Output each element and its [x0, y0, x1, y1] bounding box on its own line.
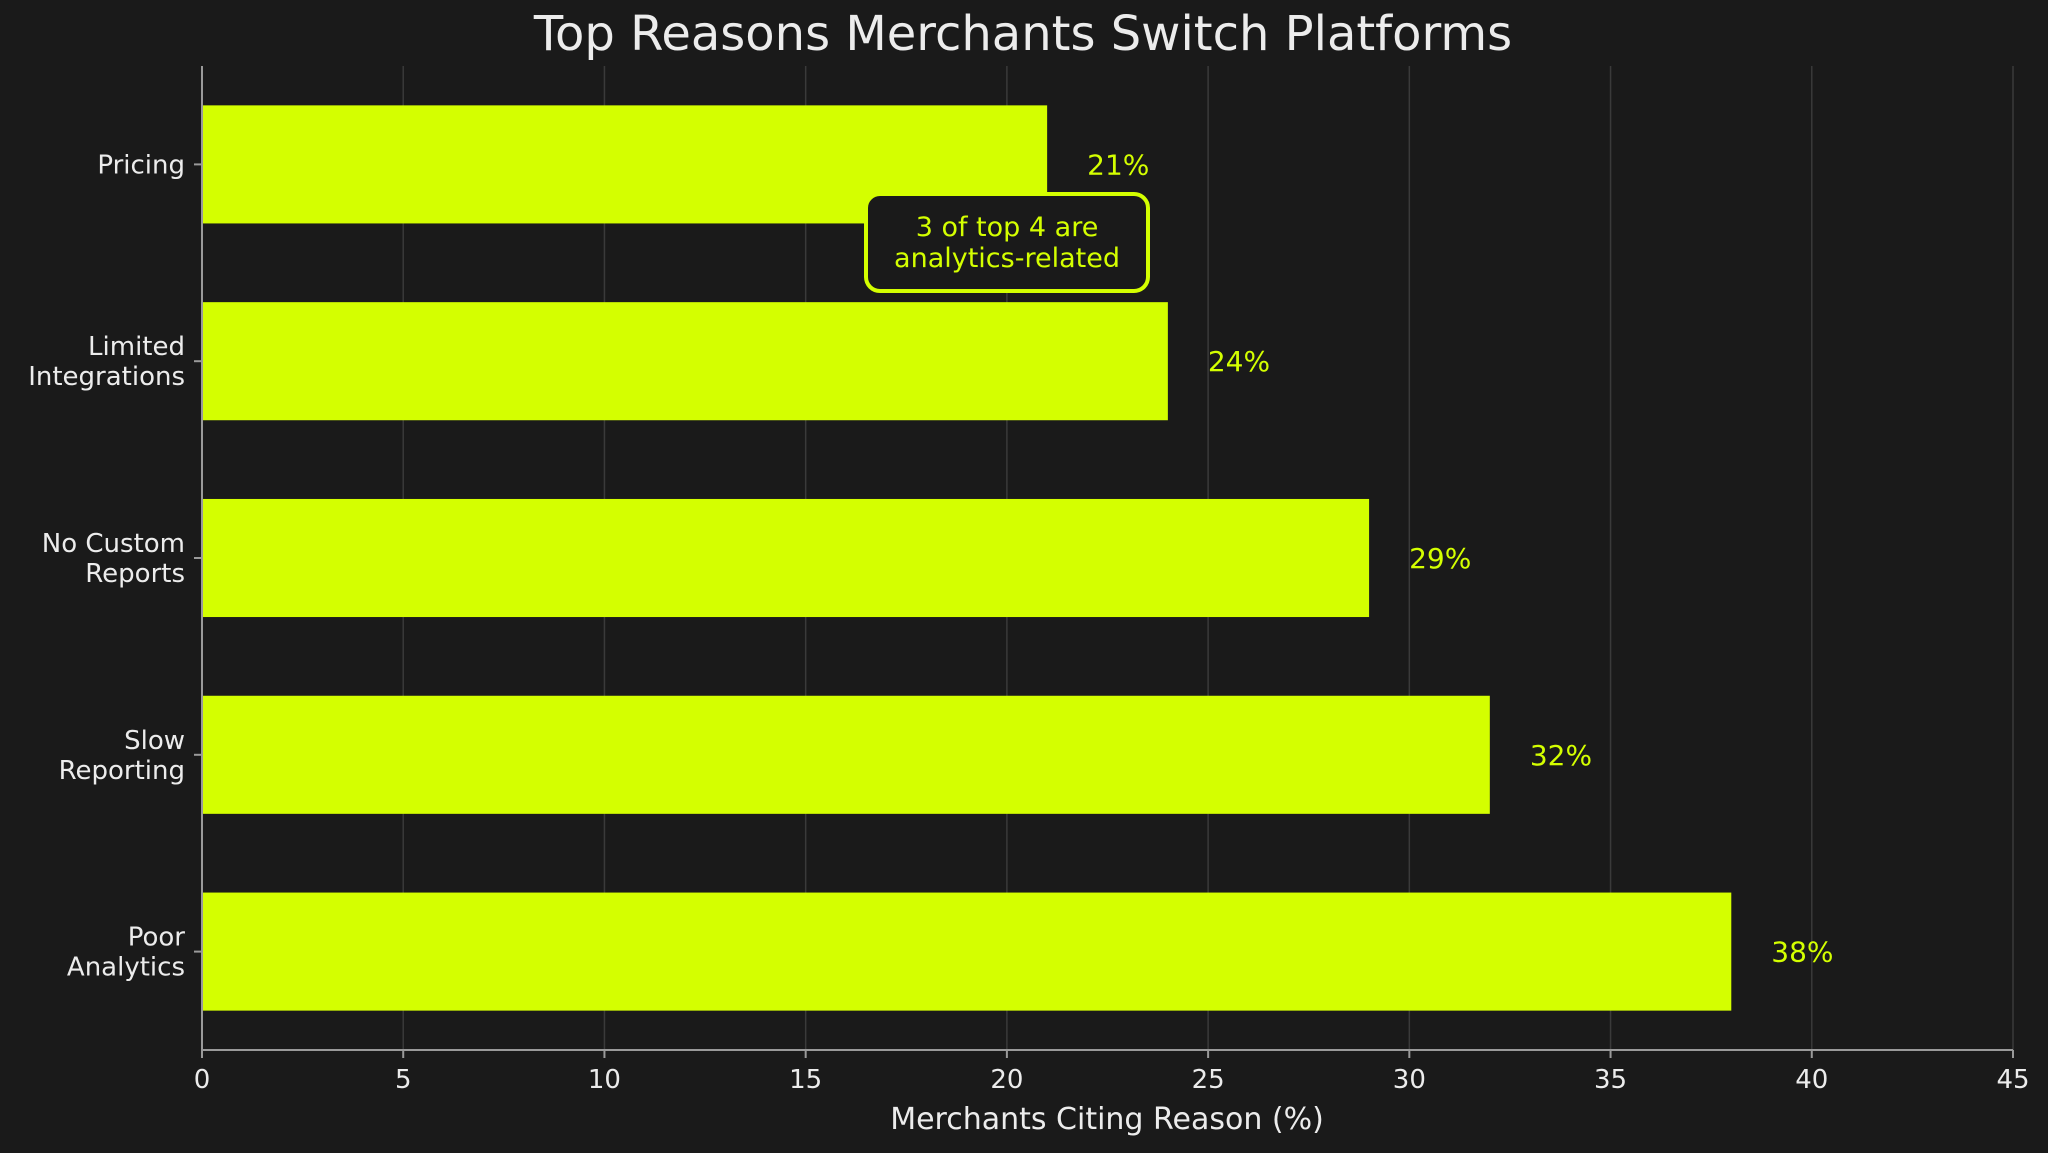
annotation-line-2: analytics-related	[894, 243, 1120, 274]
y-tick-label: Slow	[124, 726, 185, 756]
x-tick-label: 15	[789, 1065, 822, 1095]
y-tick-label: No Custom	[42, 529, 185, 559]
y-tick-label: Poor	[128, 923, 186, 953]
data-label: 24%	[1208, 345, 1270, 378]
y-tick-label: Limited	[88, 332, 185, 362]
data-label: 29%	[1409, 542, 1471, 575]
annotation-line-1: 3 of top 4 are	[916, 212, 1099, 243]
x-tick-label: 45	[1996, 1065, 2029, 1095]
x-tick-label: 10	[588, 1065, 621, 1095]
x-ticks: 0 5 10 15 20 25 30 35 40 45	[194, 1050, 2030, 1095]
data-label: 38%	[1771, 936, 1833, 969]
data-label: 21%	[1087, 148, 1149, 181]
y-tick-label: Analytics	[67, 953, 185, 983]
data-label: 32%	[1530, 739, 1592, 772]
y-tick-label: Reporting	[59, 756, 185, 786]
x-tick-label: 0	[194, 1065, 211, 1095]
bars	[202, 105, 1732, 1011]
x-tick-label: 20	[990, 1065, 1023, 1095]
x-tick-label: 25	[1192, 1065, 1225, 1095]
chart-title: Top Reasons Merchants Switch Platforms	[533, 6, 1512, 62]
x-tick-label: 5	[395, 1065, 412, 1095]
y-tick-label: Integrations	[28, 362, 185, 392]
bar	[202, 498, 1370, 618]
y-tick-label: Reports	[85, 559, 185, 589]
x-axis-label: Merchants Citing Reason (%)	[890, 1102, 1324, 1137]
bar	[202, 695, 1490, 814]
annotation-callout: 3 of top 4 are analytics-related	[864, 192, 1150, 293]
x-tick-label: 40	[1795, 1065, 1828, 1095]
bar	[202, 302, 1168, 421]
x-tick-label: 35	[1594, 1065, 1627, 1095]
bar	[202, 892, 1732, 1011]
y-tick-label: Pricing	[97, 150, 185, 180]
x-tick-label: 30	[1393, 1065, 1426, 1095]
data-labels: 21% 24% 29% 32% 38%	[1087, 148, 1833, 968]
annotation-box	[864, 192, 1150, 293]
